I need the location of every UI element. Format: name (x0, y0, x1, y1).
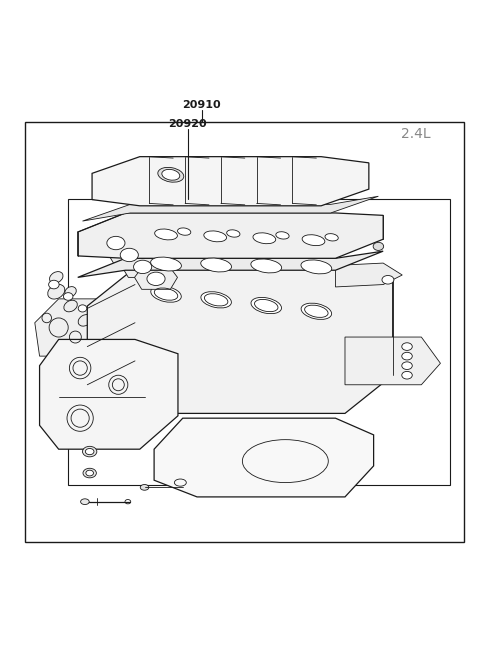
Ellipse shape (83, 468, 96, 478)
Ellipse shape (120, 248, 138, 261)
Ellipse shape (140, 485, 149, 490)
Ellipse shape (402, 371, 412, 379)
Polygon shape (134, 268, 178, 290)
Ellipse shape (382, 276, 394, 284)
Ellipse shape (178, 228, 191, 235)
Polygon shape (95, 232, 137, 253)
Ellipse shape (253, 233, 276, 244)
Polygon shape (83, 196, 378, 221)
Ellipse shape (204, 231, 227, 242)
Polygon shape (108, 244, 151, 265)
Ellipse shape (85, 449, 94, 455)
Ellipse shape (83, 446, 97, 457)
Ellipse shape (373, 242, 384, 250)
Ellipse shape (49, 272, 63, 283)
Ellipse shape (201, 291, 231, 308)
Ellipse shape (48, 280, 59, 289)
Ellipse shape (64, 300, 77, 312)
Polygon shape (154, 418, 373, 497)
Ellipse shape (133, 260, 152, 274)
Ellipse shape (276, 232, 289, 239)
Ellipse shape (158, 168, 184, 182)
Ellipse shape (402, 352, 412, 360)
Ellipse shape (147, 272, 165, 286)
Ellipse shape (301, 303, 332, 320)
Polygon shape (92, 157, 369, 206)
Text: 20910: 20910 (182, 100, 221, 110)
Ellipse shape (227, 230, 240, 237)
Polygon shape (35, 299, 97, 356)
Ellipse shape (63, 293, 73, 300)
Ellipse shape (78, 305, 87, 312)
Ellipse shape (201, 258, 231, 272)
Ellipse shape (78, 314, 92, 326)
Ellipse shape (107, 236, 125, 250)
Ellipse shape (302, 234, 325, 246)
Ellipse shape (155, 229, 178, 240)
Ellipse shape (402, 343, 412, 350)
Text: 20920: 20920 (168, 119, 207, 130)
Polygon shape (87, 268, 393, 413)
Bar (25, 122, 464, 542)
Ellipse shape (151, 286, 181, 302)
Bar (68, 198, 450, 485)
Ellipse shape (402, 362, 412, 369)
Ellipse shape (151, 257, 181, 271)
Ellipse shape (251, 259, 282, 273)
Text: 2.4L: 2.4L (401, 127, 431, 141)
Ellipse shape (251, 297, 281, 314)
Ellipse shape (162, 170, 180, 180)
Ellipse shape (81, 499, 89, 504)
Ellipse shape (301, 260, 332, 274)
Polygon shape (78, 213, 383, 258)
Ellipse shape (325, 234, 338, 241)
Ellipse shape (48, 284, 65, 299)
Ellipse shape (86, 470, 94, 476)
Polygon shape (336, 263, 402, 287)
Polygon shape (345, 337, 441, 384)
Polygon shape (121, 256, 164, 277)
Polygon shape (39, 339, 178, 449)
Ellipse shape (65, 287, 76, 297)
Polygon shape (78, 251, 383, 277)
